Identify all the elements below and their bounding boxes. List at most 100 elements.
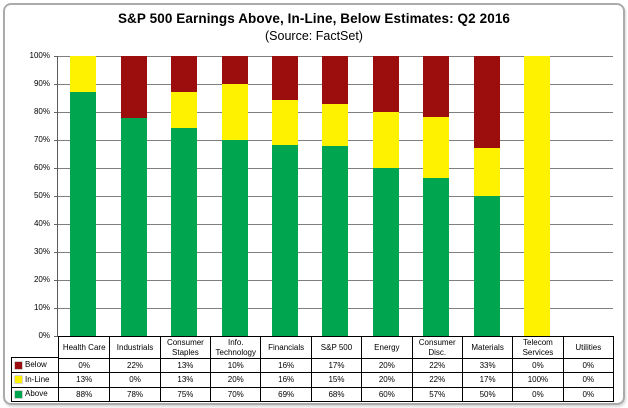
table-cell-below-energy: 20% xyxy=(361,358,412,373)
bar-segment-in-line xyxy=(372,112,399,168)
table-cell-in-line-materials: 17% xyxy=(461,372,513,387)
table-cell-above-utilities: 0% xyxy=(562,386,613,401)
legend-label-below: Below xyxy=(25,360,47,370)
stacked-bar xyxy=(524,56,551,336)
bar-segment-below xyxy=(473,56,500,149)
y-axis-label: 60% xyxy=(33,163,50,172)
table-header-cell-health-care: Health Care xyxy=(62,342,106,352)
legend-label-above: Above xyxy=(25,389,48,399)
stacked-bar xyxy=(423,56,450,336)
bar-segment-in-line xyxy=(473,148,500,196)
axis-tick xyxy=(54,336,58,337)
table-header-cell-consumer-staples: Consumer Staples xyxy=(159,337,210,358)
stacked-bar xyxy=(70,56,97,336)
table-cell-in-line-health-care: 13% xyxy=(59,372,110,386)
legend-swatch-above-icon xyxy=(15,390,22,398)
y-axis-label: 70% xyxy=(33,135,50,144)
axis-tick xyxy=(54,140,58,141)
bar-column-consumer-staples xyxy=(159,56,209,337)
table-cell-below-consumer-staples: 13% xyxy=(159,358,211,373)
legend-row-below: Below xyxy=(12,358,58,372)
bar-segment-above xyxy=(473,196,500,336)
bar-segment-in-line xyxy=(171,92,198,129)
table-header-cell-financials: Financials xyxy=(260,337,310,358)
bar-segment-above xyxy=(272,144,299,336)
y-axis-label: 90% xyxy=(33,79,50,88)
stacked-bar xyxy=(473,56,500,336)
bar-column-consumer-disc xyxy=(411,56,461,336)
axis-tick xyxy=(54,112,58,113)
bar-segment-above xyxy=(322,145,349,336)
table-cell-above-consumer-staples: 75% xyxy=(159,386,211,401)
y-axis-label: 50% xyxy=(33,191,50,200)
bar-segment-below xyxy=(272,56,299,101)
axis-tick xyxy=(54,84,58,85)
y-axis-label: 40% xyxy=(33,219,50,228)
stacked-bar xyxy=(120,56,147,336)
bar-segment-above xyxy=(120,117,147,336)
table-cell-in-line-s-p-500: 15% xyxy=(310,372,362,387)
legend-swatch-below-icon xyxy=(15,361,22,369)
table-cell-in-line-financials: 16% xyxy=(260,372,311,387)
axis-tick xyxy=(54,224,58,225)
table-header-cell-industrials: Industrials xyxy=(109,337,159,358)
table-cell-below-info-technology: 10% xyxy=(210,358,261,373)
y-axis-label: 100% xyxy=(29,51,50,60)
bar-segment-in-line xyxy=(221,84,248,140)
bar-column-industrials xyxy=(108,56,158,336)
bar-segment-below xyxy=(372,56,399,112)
legend-swatch-in-line-icon xyxy=(15,376,22,384)
bar-segment-in-line xyxy=(272,100,299,145)
plot-area xyxy=(54,56,613,337)
table-cell-below-materials: 33% xyxy=(461,358,513,373)
table-header-cell-materials: Materials xyxy=(461,337,512,358)
y-axis-label: 30% xyxy=(33,247,50,256)
table-cell-in-line-industrials: 0% xyxy=(109,372,160,387)
y-axis-label: 10% xyxy=(33,303,50,312)
bar-segment-below xyxy=(120,56,147,118)
table-header-cell-s-p-500: S&P 500 xyxy=(310,337,361,358)
table-cell-below-utilities: 0% xyxy=(562,358,613,373)
bar-segment-above xyxy=(423,177,450,336)
y-axis: 100% 90% 80% 70% 60% 50% 40% 30% 20% 10% 0% xyxy=(0,52,54,340)
table-header-cell-utilities: Utilities xyxy=(562,337,613,358)
bar-column-energy xyxy=(361,56,411,336)
bar-column-info-technology xyxy=(209,56,259,336)
stacked-bar xyxy=(171,56,198,337)
bar-segment-in-line xyxy=(524,56,551,336)
bar-column-s-p-500 xyxy=(310,56,360,336)
bar-column-materials xyxy=(462,56,512,336)
bar-segment-below xyxy=(221,56,248,84)
bar-column-health-care xyxy=(58,56,108,336)
bar-segment-in-line xyxy=(423,116,450,178)
data-table: Health Care Industrials Consumer Staples In… xyxy=(58,336,614,402)
table-cell-in-line-telecom-services: 100% xyxy=(512,372,563,387)
table-cell-above-health-care: 88% xyxy=(59,386,110,401)
table-header-cell-consumer-disc: Consumer Disc. xyxy=(411,337,462,358)
table-header-cell-info-technology: Info. Technology xyxy=(210,337,260,358)
bar-segment-above xyxy=(171,128,198,337)
table-cell-in-line-consumer-staples: 13% xyxy=(159,372,211,387)
legend-row-in-line: In-Line xyxy=(12,372,58,386)
table-cell-above-energy: 60% xyxy=(361,386,412,401)
bar-segment-in-line xyxy=(70,56,97,93)
table-cell-below-financials: 16% xyxy=(260,358,311,373)
table-cell-below-industrials: 22% xyxy=(109,358,160,373)
bar-segment-in-line xyxy=(322,103,349,146)
stacked-bar xyxy=(322,56,349,336)
axis-tick xyxy=(54,308,58,309)
axis-tick xyxy=(54,168,58,169)
table-cell-below-telecom-services: 0% xyxy=(512,358,563,373)
bar-segment-above xyxy=(221,140,248,336)
bar-column-utilities xyxy=(563,56,613,336)
table-header-cell-energy: Energy xyxy=(361,337,411,358)
axis-tick xyxy=(54,196,58,197)
table-cell-in-line-energy: 20% xyxy=(361,372,412,387)
bar-segment-above xyxy=(372,168,399,336)
axis-tick xyxy=(54,252,58,253)
bar-segment-below xyxy=(171,56,198,93)
table-cell-in-line-consumer-disc: 22% xyxy=(411,372,462,387)
y-axis-label: 20% xyxy=(33,275,50,284)
legend: Below In-Line Above xyxy=(11,357,59,402)
